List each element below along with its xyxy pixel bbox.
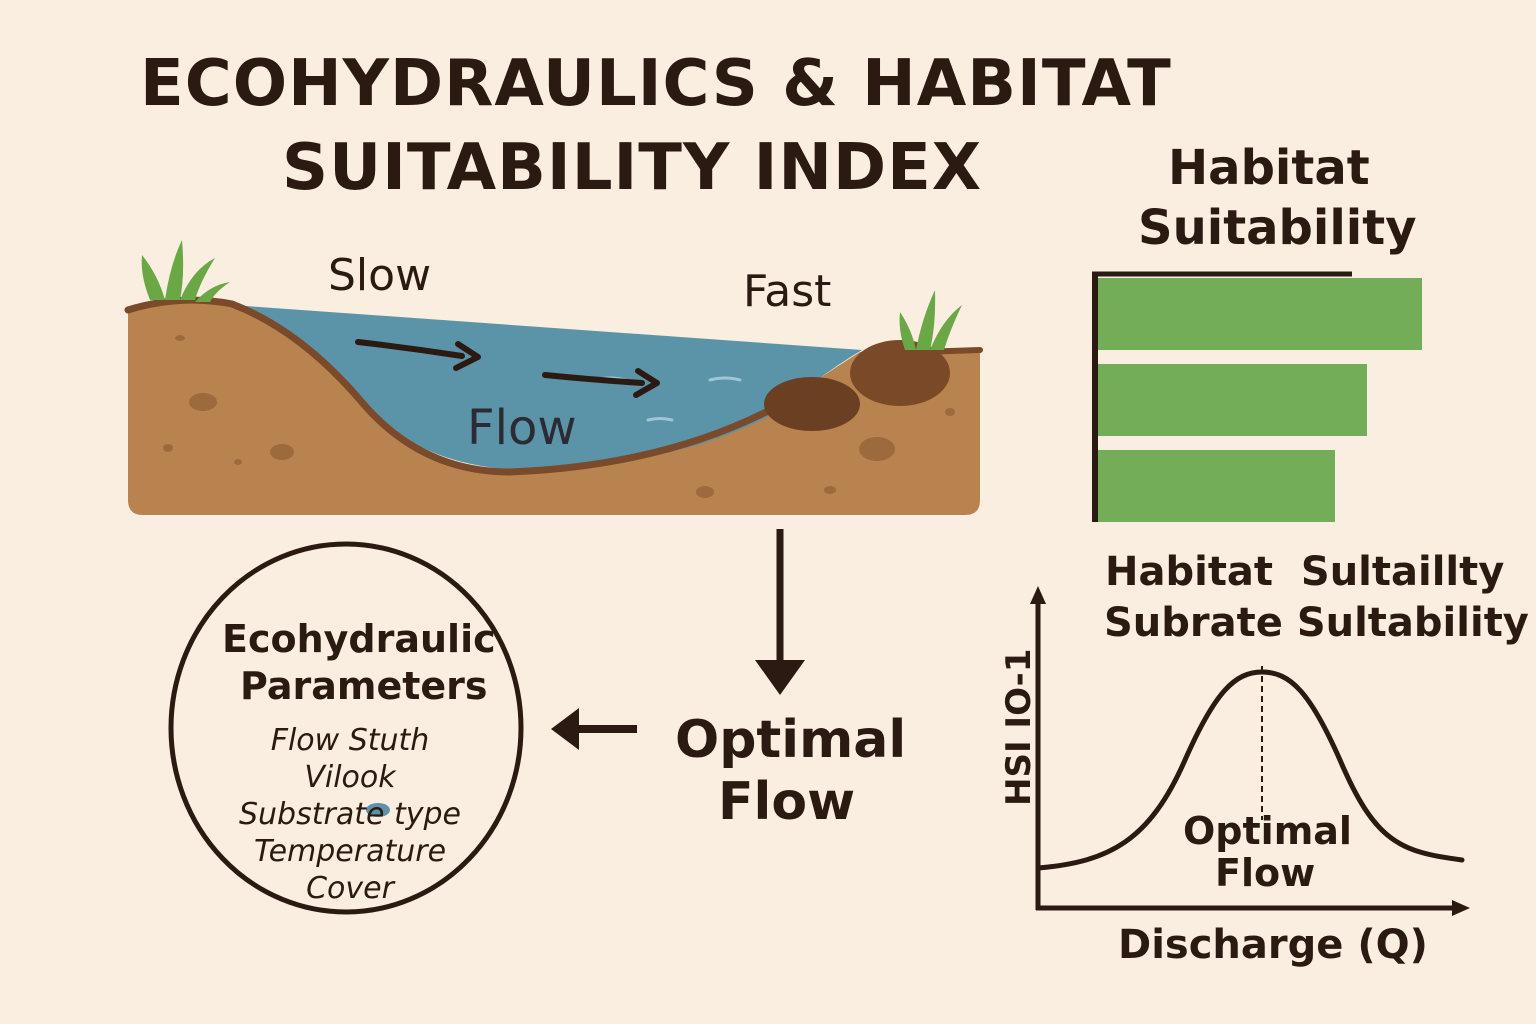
parameters-title-line-1: Ecohydraulic xyxy=(222,617,496,661)
parameter-item: Substrate type xyxy=(239,797,461,832)
flow-label: Flow xyxy=(467,400,577,456)
flow-arrow-1 xyxy=(355,339,481,371)
grass-left xyxy=(141,240,230,302)
optimal-flow-line-1: Optimal xyxy=(675,710,907,770)
suitability-bar-1 xyxy=(1098,278,1422,350)
parameters-circle xyxy=(168,541,524,915)
arrow-left xyxy=(551,708,637,750)
riverbed-line xyxy=(124,296,774,476)
fast-label: Fast xyxy=(743,266,832,317)
arrow-down xyxy=(755,529,805,695)
parameter-item: Temperature xyxy=(253,834,447,869)
curve-panel-title-line-2: Subrate Sultability xyxy=(1104,600,1529,646)
y-axis-arrowhead xyxy=(1030,586,1046,604)
hsi-curve xyxy=(1035,669,1465,871)
peak-label-line-1: Optimal xyxy=(1183,809,1352,853)
rock-large xyxy=(850,340,950,406)
rock-small xyxy=(764,377,860,431)
x-axis-arrowhead xyxy=(1452,900,1470,916)
grass-right xyxy=(899,290,962,350)
title-line-2: SUITABILITY INDEX xyxy=(282,131,983,205)
optimal-flow-line-2: Flow xyxy=(718,772,856,832)
peak-label-line-2: Flow xyxy=(1215,851,1316,895)
parameters-title-line-2: Parameters xyxy=(240,664,488,708)
bar-panel-title-line-2: Suitability xyxy=(1138,200,1417,256)
parameter-item: Cover xyxy=(306,871,394,906)
suitability-bar-3 xyxy=(1098,450,1335,522)
curve-panel-title-line-1: Habitat Sultaillty xyxy=(1105,549,1505,595)
habitat-suitability-bars xyxy=(1092,271,1422,522)
parameter-item: Flow Stuth xyxy=(270,723,430,758)
flow-arrow-2 xyxy=(542,368,660,398)
parameter-item: Vilook xyxy=(304,760,396,795)
title-line-1: ECOHYDRAULICS & HABITAT xyxy=(140,47,1172,121)
river-cross-section xyxy=(124,240,983,515)
hsi-curve-chart xyxy=(1030,586,1470,916)
bar-panel-title-line-1: Habitat xyxy=(1168,140,1370,196)
soil-bank xyxy=(128,298,980,515)
y-axis-label: HSI IO-1 xyxy=(999,648,1039,806)
slow-label: Slow xyxy=(328,250,432,301)
parameters-list: Flow Stuth Vilook Substrate type Tempera… xyxy=(190,722,510,907)
suitability-bar-2 xyxy=(1098,364,1367,436)
x-axis-label: Discharge (Q) xyxy=(1118,922,1428,968)
